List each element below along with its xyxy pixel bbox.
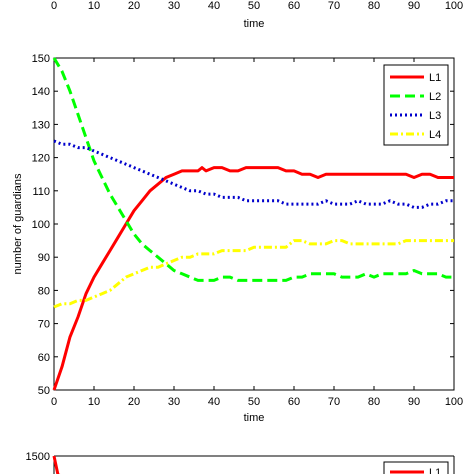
- legend-items: L1 L2 L3 L4: [390, 72, 441, 141]
- main-y-tick-label-5: 100: [32, 219, 50, 231]
- top-x-tick-label-6: 60: [288, 0, 300, 12]
- main-x-tick-label-10: 100: [445, 396, 463, 408]
- chart-main: 0 10 20 30 40 50 60 70 80 90 100 50 60 70 80 90 100 110 1…: [12, 53, 463, 424]
- legend-label-l1: L1: [429, 72, 441, 84]
- top-x-tick-label-0: 0: [51, 0, 57, 12]
- main-x-tick-label-5: 50: [248, 396, 260, 408]
- top-x-tick-label-7: 70: [328, 0, 340, 12]
- main-x-tick-label-8: 80: [368, 396, 380, 408]
- series-line-l1: [52, 166, 454, 391]
- main-x-tick-label-7: 70: [328, 396, 340, 408]
- top-x-axis-label: time: [244, 18, 265, 30]
- main-x-tick-label-6: 60: [288, 396, 300, 408]
- chart-top: 0 10 20 30 40 50 60 70 80 90 100 time: [51, 0, 463, 30]
- main-x-tick-label-9: 90: [408, 396, 420, 408]
- top-x-tick-label-9: 90: [408, 0, 420, 12]
- main-x-tick-label-3: 30: [168, 396, 180, 408]
- bottom-legend-label-l1: L1: [429, 467, 441, 474]
- main-y-tick-label-8: 130: [32, 119, 50, 131]
- legend-label-l3: L3: [429, 110, 441, 122]
- series-line-l3: [53, 139, 454, 209]
- main-y-tick-label-1: 60: [38, 352, 50, 364]
- chart-bottom: 1500 L1: [26, 451, 455, 474]
- top-x-tick-label-8: 80: [368, 0, 380, 12]
- main-y-tick-label-4: 90: [38, 252, 50, 264]
- top-x-tick-label-1: 10: [88, 0, 100, 12]
- legend-label-l4: L4: [429, 129, 441, 141]
- main-legend: L1 L2 L3 L4: [383, 64, 449, 146]
- bottom-y-tick-label: 1500: [26, 451, 50, 463]
- main-y-tick-label-6: 110: [32, 186, 50, 198]
- legend-label-l2: L2: [429, 91, 441, 103]
- main-y-tick-label-10: 150: [32, 53, 50, 65]
- top-x-tick-label-3: 30: [168, 0, 180, 12]
- main-series-lines: [52, 57, 454, 391]
- main-y-axis-label: number of guardians: [12, 173, 24, 274]
- main-y-tick-label-7: 120: [32, 153, 50, 165]
- top-x-tick-label-4: 40: [208, 0, 220, 12]
- bottom-series-line-l1: [52, 455, 61, 474]
- main-x-tick-labels: 0 10 20 30 40 50 60 70 80 90 100: [51, 396, 463, 408]
- main-x-axis-label: time: [244, 412, 265, 424]
- top-x-tick-label-5: 50: [248, 0, 260, 12]
- main-y-tick-labels: 50 60 70 80 90 100 110 120 130 140 150: [32, 53, 50, 397]
- main-y-tick-label-9: 140: [32, 86, 50, 98]
- main-y-tick-label-2: 70: [38, 319, 50, 331]
- top-x-tick-labels: 0 10 20 30 40 50 60 70 80 90 100: [51, 0, 463, 12]
- main-x-tick-label-4: 40: [208, 396, 220, 408]
- top-x-tick-label-2: 20: [128, 0, 140, 12]
- main-x-tick-label-1: 10: [88, 396, 100, 408]
- main-x-tick-label-0: 0: [51, 396, 57, 408]
- main-y-tick-label-3: 80: [38, 285, 50, 297]
- series-line-l4: [53, 239, 454, 309]
- top-x-tick-label-10: 100: [445, 0, 463, 12]
- main-y-tick-label-0: 50: [38, 385, 50, 397]
- series-line-l2: [52, 57, 454, 282]
- main-x-tick-label-2: 20: [128, 396, 140, 408]
